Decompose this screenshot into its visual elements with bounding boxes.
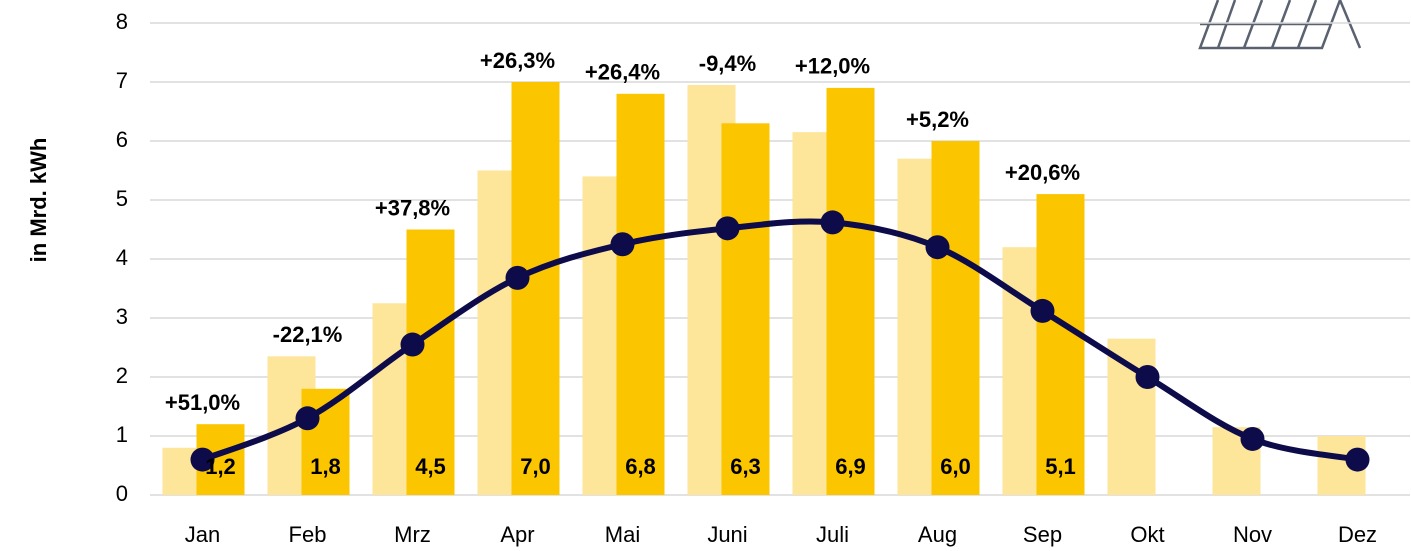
line-marker — [190, 447, 215, 472]
annotation: +37,8% — [375, 195, 450, 220]
line-marker — [1240, 426, 1265, 451]
line-marker — [715, 216, 740, 241]
x-tick-label: Nov — [1233, 522, 1272, 547]
value-label: 6,8 — [625, 454, 656, 479]
value-label: 1,8 — [310, 454, 341, 479]
value-label: 6,3 — [730, 454, 761, 479]
solar-icon — [1198, 0, 1362, 50]
line-marker — [295, 406, 320, 431]
annotation: +5,2% — [906, 107, 969, 132]
x-tick-label: Juni — [707, 522, 747, 547]
value-label: 4,5 — [415, 454, 446, 479]
bar — [1036, 194, 1085, 495]
y-tick-label: 2 — [116, 363, 128, 388]
value-label: 5,1 — [1045, 454, 1076, 479]
annotation: +51,0% — [165, 390, 240, 415]
annotation: +26,4% — [585, 60, 660, 85]
value-label: 7,0 — [520, 454, 551, 479]
line-marker — [1030, 298, 1055, 323]
y-axis-label: in Mrd. kWh — [26, 138, 51, 263]
annotation: -9,4% — [699, 51, 756, 76]
bar — [826, 87, 875, 496]
x-tick-label: Jan — [185, 522, 220, 547]
y-tick-label: 4 — [116, 245, 128, 270]
y-tick-label: 5 — [116, 186, 128, 211]
x-tick-label: Feb — [289, 522, 327, 547]
bar — [1107, 338, 1156, 495]
x-tick-label: Mai — [605, 522, 640, 547]
y-tick-label: 8 — [116, 9, 128, 34]
annotation: -22,1% — [273, 322, 343, 347]
value-label: 6,0 — [940, 454, 971, 479]
x-tick-label: Juli — [816, 522, 849, 547]
x-tick-label: Aug — [918, 522, 957, 547]
line-marker — [1135, 365, 1160, 389]
y-tick-label: 3 — [116, 304, 128, 329]
annotation: +20,6% — [1005, 160, 1080, 185]
x-tick-label: Dez — [1338, 522, 1377, 547]
x-tick-label: Mrz — [394, 522, 431, 547]
line-marker — [505, 265, 530, 290]
line — [201, 218, 1359, 463]
y-tick-label: 7 — [116, 68, 128, 93]
bar — [406, 229, 455, 495]
bar — [931, 141, 980, 495]
value-label: 1,2 — [205, 454, 236, 479]
y-tick-label: 6 — [116, 127, 128, 152]
bar — [721, 123, 770, 496]
annotation: +12,0% — [795, 54, 870, 79]
value-label: 6,9 — [835, 454, 866, 479]
x-tick-label: Sep — [1023, 522, 1062, 547]
line-marker — [1345, 447, 1370, 472]
x-tick-label: Apr — [500, 522, 534, 547]
line-marker — [610, 232, 635, 257]
y-tick-label: 1 — [116, 422, 128, 447]
annotation: +26,3% — [480, 48, 555, 73]
line-marker — [925, 235, 950, 260]
line-marker — [820, 210, 845, 235]
line-marker — [400, 332, 425, 357]
bar — [616, 93, 665, 496]
y-tick-label: 0 — [116, 481, 128, 506]
x-tick-label: Okt — [1130, 522, 1164, 547]
